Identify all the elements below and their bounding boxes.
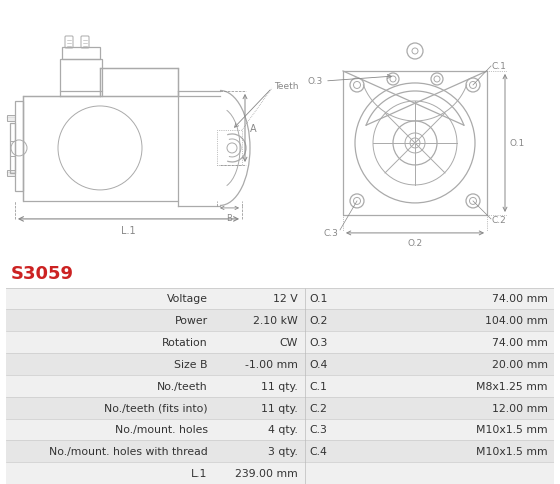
Text: 11 qty.: 11 qty. (262, 381, 298, 391)
Text: 11 qty.: 11 qty. (262, 403, 298, 413)
Bar (6, 397, 554, 419)
Text: O.3: O.3 (309, 337, 328, 348)
Text: C.3: C.3 (309, 424, 327, 435)
Bar (6, 288, 554, 310)
Text: No./teeth (fits into): No./teeth (fits into) (104, 403, 208, 413)
Text: L.1: L.1 (121, 226, 136, 235)
Text: No./mount. holes: No./mount. holes (115, 424, 208, 435)
Text: No./teeth: No./teeth (157, 381, 208, 391)
Text: 12.00 mm: 12.00 mm (492, 403, 548, 413)
Text: A: A (250, 124, 256, 134)
Text: 20.00 mm: 20.00 mm (492, 359, 548, 369)
Text: 4 qty.: 4 qty. (268, 424, 298, 435)
Text: O.4: O.4 (309, 359, 328, 369)
Bar (343, 72, 487, 215)
Text: O.2: O.2 (309, 316, 328, 326)
Text: L.1: L.1 (191, 468, 208, 478)
Bar (217, 131, 242, 166)
Text: C.2: C.2 (309, 403, 327, 413)
Text: -1.00 mm: -1.00 mm (245, 359, 298, 369)
Text: 12 V: 12 V (273, 294, 298, 304)
Bar (6, 462, 554, 484)
Bar (62, 48, 100, 60)
Bar (6, 353, 554, 375)
Text: O.2: O.2 (408, 239, 423, 247)
Text: 239.00 mm: 239.00 mm (235, 468, 298, 478)
Text: B: B (226, 213, 232, 223)
Text: M10x1.5 mm: M10x1.5 mm (476, 446, 548, 456)
Bar (7, 170, 15, 177)
Text: S3059: S3059 (11, 264, 74, 282)
Text: CW: CW (280, 337, 298, 348)
Text: 3 qty.: 3 qty. (268, 446, 298, 456)
Text: Teeth: Teeth (274, 82, 298, 91)
Text: M10x1.5 mm: M10x1.5 mm (476, 424, 548, 435)
Bar (10, 124, 15, 174)
Bar (6, 375, 554, 397)
Text: 74.00 mm: 74.00 mm (492, 294, 548, 304)
Bar (23, 97, 178, 201)
Text: No./mount. holes with thread: No./mount. holes with thread (49, 446, 208, 456)
Text: 74.00 mm: 74.00 mm (492, 337, 548, 348)
Text: Power: Power (174, 316, 208, 326)
Text: M8x1.25 mm: M8x1.25 mm (477, 381, 548, 391)
Bar (7, 116, 15, 121)
Bar (6, 310, 554, 332)
Text: C.1: C.1 (309, 381, 327, 391)
Text: Size B: Size B (174, 359, 208, 369)
Text: C.2: C.2 (492, 216, 507, 225)
Bar (100, 69, 178, 97)
Bar (6, 440, 554, 462)
Text: Voltage: Voltage (166, 294, 208, 304)
Text: O.1: O.1 (309, 294, 328, 304)
Bar (60, 60, 102, 92)
Text: O.3: O.3 (308, 77, 323, 86)
Text: C.3: C.3 (323, 229, 338, 238)
Text: 104.00 mm: 104.00 mm (485, 316, 548, 326)
Text: 2.10 kW: 2.10 kW (253, 316, 298, 326)
Bar (6, 419, 554, 440)
Text: C.4: C.4 (309, 446, 327, 456)
Text: O.1: O.1 (509, 139, 524, 148)
Bar (6, 332, 554, 353)
Text: Rotation: Rotation (162, 337, 208, 348)
Text: C.1: C.1 (492, 62, 507, 71)
